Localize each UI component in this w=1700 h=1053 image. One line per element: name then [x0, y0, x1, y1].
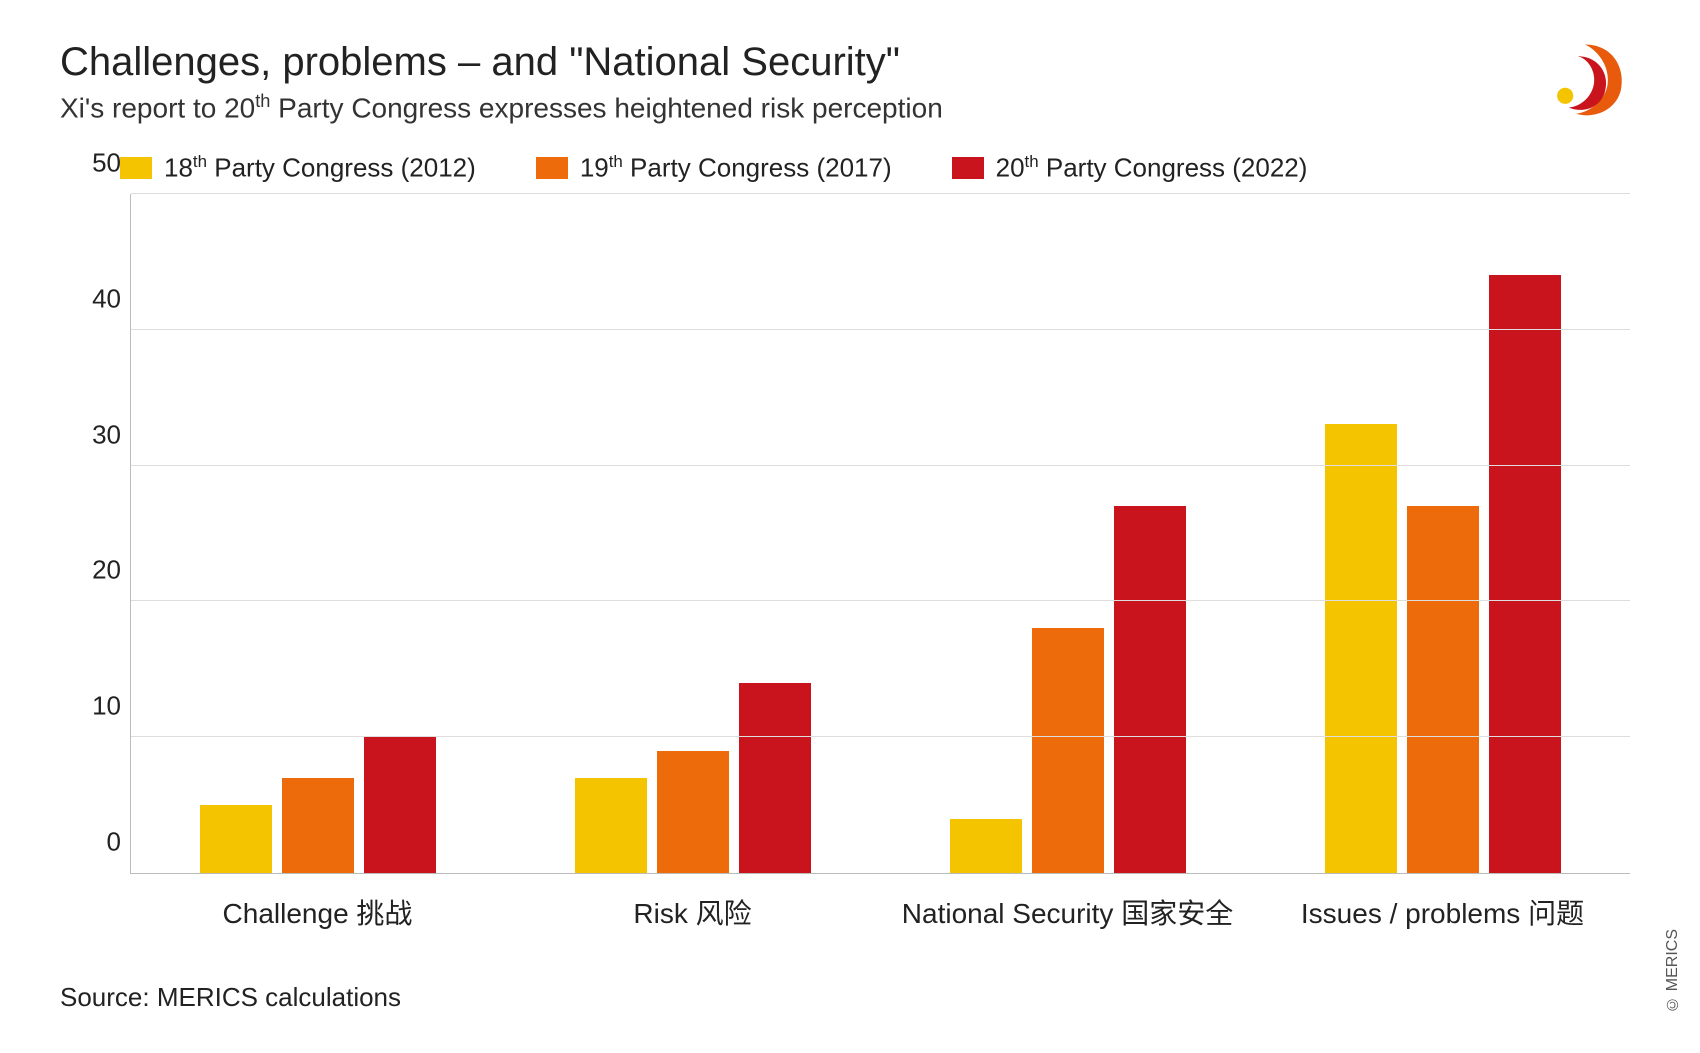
chart-header: Challenges, problems – and "National Sec… [60, 40, 1630, 124]
y-tick-label: 10 [81, 691, 121, 722]
grid-line [131, 329, 1630, 330]
bar [1489, 275, 1561, 873]
chart-plot: 01020304050 [130, 194, 1630, 874]
y-tick-label: 0 [81, 826, 121, 857]
bar [1325, 424, 1397, 873]
x-axis-label: Issues / problems 问题 [1255, 892, 1630, 932]
grid-line [131, 193, 1630, 194]
bar-group [1255, 275, 1630, 873]
bar-groups [131, 194, 1630, 873]
bar [739, 683, 811, 873]
grid-line [131, 465, 1630, 466]
legend-label: 18th Party Congress (2012) [164, 152, 476, 184]
legend-item: 18th Party Congress (2012) [120, 152, 476, 184]
bar-group [131, 737, 506, 873]
legend-swatch [952, 157, 984, 179]
y-tick-label: 50 [81, 147, 121, 178]
chart-title: Challenges, problems – and "National Sec… [60, 40, 1630, 85]
legend-label: 19th Party Congress (2017) [580, 152, 892, 184]
grid-line [131, 736, 1630, 737]
legend-swatch [120, 157, 152, 179]
x-axis-label: National Security 国家安全 [880, 892, 1255, 932]
legend-item: 19th Party Congress (2017) [536, 152, 892, 184]
chart-subtitle: Xi's report to 20th Party Congress expre… [60, 91, 1630, 124]
bar [1407, 506, 1479, 873]
source-text: Source: MERICS calculations [60, 982, 401, 1013]
bar [657, 751, 729, 873]
grid-line [131, 600, 1630, 601]
legend-item: 20th Party Congress (2022) [952, 152, 1308, 184]
copyright-text: © MERICS [1664, 929, 1682, 1013]
merics-logo [1540, 40, 1630, 120]
bar-group [881, 506, 1256, 873]
x-axis-labels: Challenge 挑战Risk 风险National Security 国家安… [130, 892, 1630, 932]
chart-area: 01020304050 Challenge 挑战Risk 风险National … [80, 194, 1630, 932]
bar [1114, 506, 1186, 873]
x-axis-label: Risk 风险 [505, 892, 880, 932]
x-axis-label: Challenge 挑战 [130, 892, 505, 932]
bar [364, 737, 436, 873]
legend-swatch [536, 157, 568, 179]
bar [282, 778, 354, 873]
legend-label: 20th Party Congress (2022) [996, 152, 1308, 184]
bar-group [506, 683, 881, 873]
subtitle-sup: th [255, 91, 270, 111]
bar [200, 805, 272, 873]
subtitle-b: Party Congress expresses heightened risk… [270, 92, 942, 123]
y-tick-label: 30 [81, 419, 121, 450]
chart-legend: 18th Party Congress (2012) 19th Party Con… [120, 152, 1630, 184]
bar [1032, 628, 1104, 873]
subtitle-a: Xi's report to 20 [60, 92, 255, 123]
y-tick-label: 20 [81, 555, 121, 586]
y-tick-label: 40 [81, 283, 121, 314]
bar [950, 819, 1022, 873]
bar [575, 778, 647, 873]
